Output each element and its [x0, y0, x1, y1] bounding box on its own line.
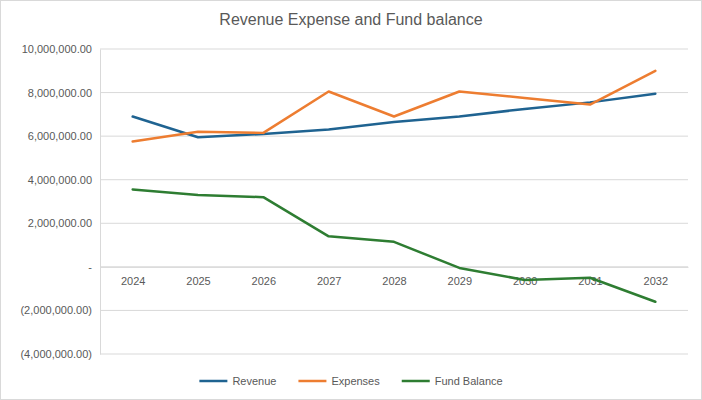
y-tick-label: 10,000,000.00: [22, 43, 92, 55]
y-tick-label: -: [88, 261, 92, 273]
y-tick-label: 8,000,000.00: [28, 87, 92, 99]
title: Revenue Expense and Fund balance: [219, 11, 482, 28]
legend-swatch: [199, 380, 227, 383]
y-tick-label: (2,000,000.00): [20, 304, 92, 316]
legend-swatch: [402, 380, 430, 383]
y-tick-label: (4,000,000.00): [20, 348, 92, 360]
grid-line: [100, 310, 688, 311]
y-tick-label: 2,000,000.00: [28, 217, 92, 229]
y-tick-label: 6,000,000.00: [28, 130, 92, 142]
legend-swatch: [298, 380, 326, 383]
y-tick: 6,000,000.00: [28, 130, 100, 142]
x-axis: 202420252026202720282029203020312032: [101, 267, 689, 286]
grid: [100, 49, 688, 354]
chart-svg: Revenue Expense and Fund balance (4,000,0…: [0, 0, 702, 400]
series-group: [133, 71, 656, 302]
grid-line: [100, 223, 688, 224]
legend-item: Fund Balance: [402, 375, 503, 387]
x-axis-line: [101, 267, 689, 268]
x-tick-label: 2024: [121, 275, 145, 287]
legend: Revenue Expenses Fund Balance: [199, 375, 502, 387]
x-tick-label: 2026: [252, 275, 276, 287]
x-tick: 2025: [186, 275, 210, 287]
series-line: [133, 71, 656, 142]
x-tick: 2032: [644, 275, 668, 287]
legend-item: Revenue: [199, 375, 276, 387]
x-tick: 2029: [448, 275, 472, 287]
y-tick: -: [88, 261, 100, 273]
y-axis-line: [100, 50, 101, 355]
y-tick: 8,000,000.00: [28, 87, 100, 99]
series-line: [133, 190, 656, 302]
grid-line: [100, 49, 688, 50]
y-tick: 10,000,000.00: [22, 43, 100, 55]
x-tick-label: 2032: [644, 275, 668, 287]
y-tick-label: 4,000,000.00: [28, 174, 92, 186]
grid-line: [100, 354, 688, 355]
x-tick-label: 2027: [317, 275, 341, 287]
x-tick: 2026: [252, 275, 276, 287]
y-tick: (2,000,000.00): [20, 304, 100, 316]
x-tick-label: 2028: [382, 275, 406, 287]
x-tick-label: 2029: [448, 275, 472, 287]
legend-label: Fund Balance: [435, 375, 503, 387]
legend-item: Expenses: [298, 375, 380, 387]
legend-label: Revenue: [232, 375, 276, 387]
grid-line: [100, 266, 688, 267]
x-tick: 2028: [382, 275, 406, 287]
x-tick: 2027: [317, 275, 341, 287]
legend-label: Expenses: [331, 375, 380, 387]
y-axis: (4,000,000.00) (2,000,000.00) - 2,000,000.0…: [20, 43, 100, 360]
y-tick: 2,000,000.00: [28, 217, 100, 229]
grid-line: [100, 136, 688, 137]
grid-line: [100, 92, 688, 93]
chart-border: [1, 1, 702, 400]
x-tick: 2024: [121, 275, 145, 287]
chart-container: Revenue Expense and Fund balance (4,000,0…: [0, 0, 702, 400]
y-tick: (4,000,000.00): [20, 348, 100, 360]
y-tick: 4,000,000.00: [28, 174, 100, 186]
x-tick-label: 2025: [186, 275, 210, 287]
grid-line: [100, 179, 688, 180]
